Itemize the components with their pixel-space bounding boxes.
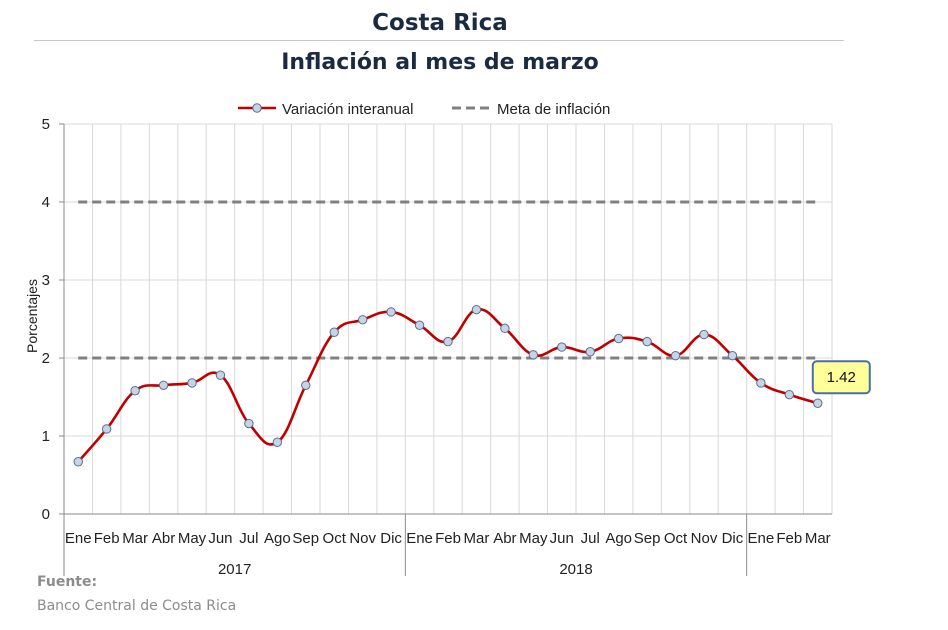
y-tick-label: 4 [42,194,50,211]
group-label: 2018 [559,561,592,578]
source-text: Banco Central de Costa Rica [37,598,237,614]
data-point [613,333,624,344]
x-tick-label: Jul [581,530,600,547]
data-point [471,304,482,315]
y-tick-label: 2 [42,350,50,367]
x-tick-label: Ago [264,530,291,547]
data-point [642,336,652,347]
data-point [585,347,595,357]
x-tick-label: Nov [349,530,376,547]
x-tick-label: Feb [94,530,120,547]
x-tick-label: Oct [664,530,688,547]
y-tick-label: 5 [42,116,50,133]
x-tick-label: Abr [493,530,516,547]
x-tick-label: Ago [605,530,632,547]
x-tick-label: Ene [406,530,433,547]
x-tick-label: May [178,530,207,547]
x-tick-label: Ene [65,530,92,547]
data-point [784,389,795,400]
data-point [244,418,254,429]
data-point [272,437,283,447]
x-tick-label: Oct [323,530,347,547]
data-point [528,350,539,360]
x-tick-label: Jun [550,530,574,547]
x-tick-label: Sep [292,530,319,547]
x-tick-label: May [519,530,548,547]
x-tick-label: Sep [634,530,661,547]
y-tick-label: 0 [42,506,50,523]
value-callout-label: 1.42 [827,369,856,386]
x-tick-label: Jun [208,530,232,547]
data-point [414,320,425,330]
data-point [699,329,709,340]
data-point [443,336,453,347]
legend-marker-series [252,103,262,113]
x-tick-label: Dic [380,530,402,547]
source-label: Fuente: [37,574,98,590]
legend-label-series: Variación interanual [282,101,413,118]
data-point [357,315,368,325]
data-point [813,398,823,408]
data-point [500,323,510,334]
data-point [670,350,681,361]
data-point [101,424,112,434]
data-point [557,342,567,352]
x-tick-label: Dic [722,530,744,547]
y-tick-label: 1 [42,428,50,445]
x-tick-label: Ene [748,530,775,547]
data-point [301,380,311,390]
x-tick-label: Mar [122,530,148,547]
y-axis-title: Porcentajes [24,279,40,353]
data-point [386,307,396,317]
data-point [329,327,339,337]
x-tick-label: Mar [805,530,831,547]
title-divider [34,40,844,41]
x-tick-label: Jul [239,530,258,547]
data-point [158,380,169,390]
legend-label-target: Meta de inflación [497,101,610,118]
y-tick-label: 3 [42,272,50,289]
value-callout [811,360,871,395]
data-point [130,386,140,396]
x-tick-label: Abr [152,530,175,547]
data-point [73,457,83,467]
x-tick-label: Nov [691,530,718,547]
chart-subtitle: Inflación al mes de marzo [281,50,599,75]
data-point [215,370,226,380]
data-point [187,378,197,388]
data-point [727,350,738,361]
group-label: 2017 [218,561,251,578]
x-tick-label: Mar [464,530,490,547]
x-tick-label: Feb [776,530,802,547]
x-tick-label: Feb [435,530,461,547]
chart-title: Costa Rica [372,10,508,36]
data-point [756,378,766,388]
